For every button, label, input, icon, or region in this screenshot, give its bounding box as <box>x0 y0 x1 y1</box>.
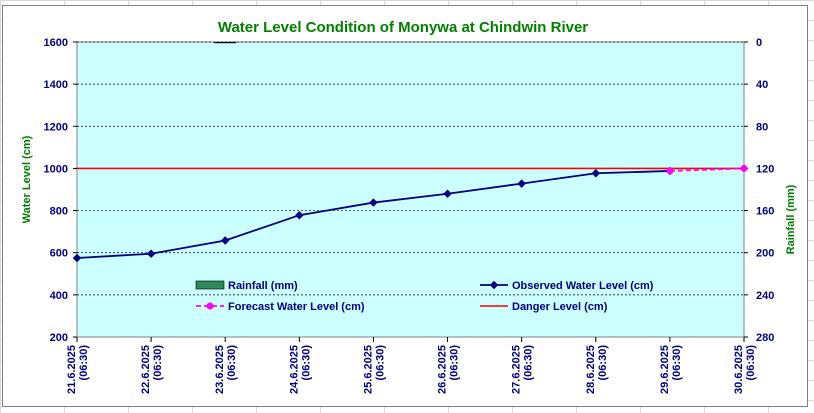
legend-label-rainfall: Rainfall (mm) <box>228 280 298 292</box>
observed-point <box>295 210 304 220</box>
observed-point <box>220 236 230 245</box>
x-tick-label-time: (06:30) <box>745 345 757 381</box>
right-axis-ticks: 0 40 80 120 160 200 240 280 <box>744 37 774 344</box>
x-tick-label-time: (06:30) <box>152 345 164 381</box>
forecast-points <box>666 164 748 175</box>
chart-title: Water Level Condition of Monywa at Chind… <box>218 19 588 36</box>
y-axis-title-right: Rainfall (mm) <box>785 184 797 254</box>
left-tick-label: 1200 <box>44 121 68 133</box>
left-tick-label: 1600 <box>44 37 68 49</box>
x-tick-label-time: (06:30) <box>523 345 535 381</box>
observed-point <box>146 249 156 259</box>
right-tick-label: 40 <box>756 79 768 91</box>
x-tick-label-date: 21.6.2025 <box>66 345 78 394</box>
y-axis-title-left: Water Level (cm) <box>21 135 33 223</box>
x-tick-label-date: 27.6.2025 <box>511 345 523 394</box>
x-tick-label-date: 23.6.2025 <box>214 345 226 394</box>
observed-point <box>369 198 378 207</box>
x-tick-label-date: 25.6.2025 <box>362 345 374 394</box>
x-tick-label-time: (06:30) <box>300 345 312 381</box>
x-tick-label-date: 28.6.2025 <box>585 345 597 394</box>
x-tick-label-date: 24.6.2025 <box>288 345 300 394</box>
x-tick-label-time: (06:30) <box>374 345 386 381</box>
x-tick-label-time: (06:30) <box>226 345 238 381</box>
x-tick-label-time: (06:30) <box>671 345 683 381</box>
forecast-water-level-line <box>669 167 745 172</box>
legend-label-forecast: Forecast Water Level (cm) <box>228 301 365 313</box>
x-tick-label-date: 26.6.2025 <box>437 345 449 394</box>
x-tick-label-time: (06:30) <box>597 345 609 381</box>
right-tick-label: 0 <box>756 37 762 49</box>
right-tick-label: 280 <box>756 332 774 344</box>
forecast-point <box>666 167 674 175</box>
legend-label-observed: Observed Water Level (cm) <box>512 280 654 292</box>
left-tick-label: 1000 <box>44 163 68 175</box>
left-tick-label: 800 <box>50 206 68 218</box>
right-tick-label: 160 <box>756 206 774 218</box>
forecast-point <box>740 164 748 172</box>
right-tick-label: 200 <box>756 248 774 260</box>
right-tick-label: 80 <box>756 121 768 133</box>
x-tick-label-date: 22.6.2025 <box>140 345 152 394</box>
x-axis-ticks: 21.6.2025 (06:30) 22.6.2025 (06:30) 23.6.202… <box>66 337 757 394</box>
x-tick-label-time: (06:30) <box>78 345 90 381</box>
observed-point <box>443 189 452 198</box>
right-tick-label: 240 <box>756 290 774 302</box>
legend-swatch-rainfall <box>195 280 225 290</box>
legend-label-danger: Danger Level (cm) <box>512 301 608 313</box>
x-tick-label-date: 29.6.2025 <box>659 345 671 394</box>
plot-area <box>76 41 745 338</box>
observed-point <box>72 253 82 263</box>
left-tick-label: 400 <box>50 290 68 302</box>
left-tick-label: 200 <box>50 332 68 344</box>
rainfall-bars <box>214 42 237 44</box>
rainfall-bar <box>214 42 237 44</box>
legend-marker-forecast <box>206 302 214 310</box>
left-tick-label: 600 <box>50 248 68 260</box>
x-tick-label-time: (06:30) <box>449 345 461 381</box>
legend-marker-observed <box>489 280 499 290</box>
left-axis-ticks: 200 400 600 800 1000 1200 1400 1600 <box>44 37 77 344</box>
right-tick-label: 120 <box>756 163 774 175</box>
x-tick-label-date: 30.6.2025 <box>733 345 745 394</box>
left-tick-label: 1400 <box>44 79 68 91</box>
legend: Rainfall (mm) Observed Water Level (cm) … <box>195 280 654 313</box>
